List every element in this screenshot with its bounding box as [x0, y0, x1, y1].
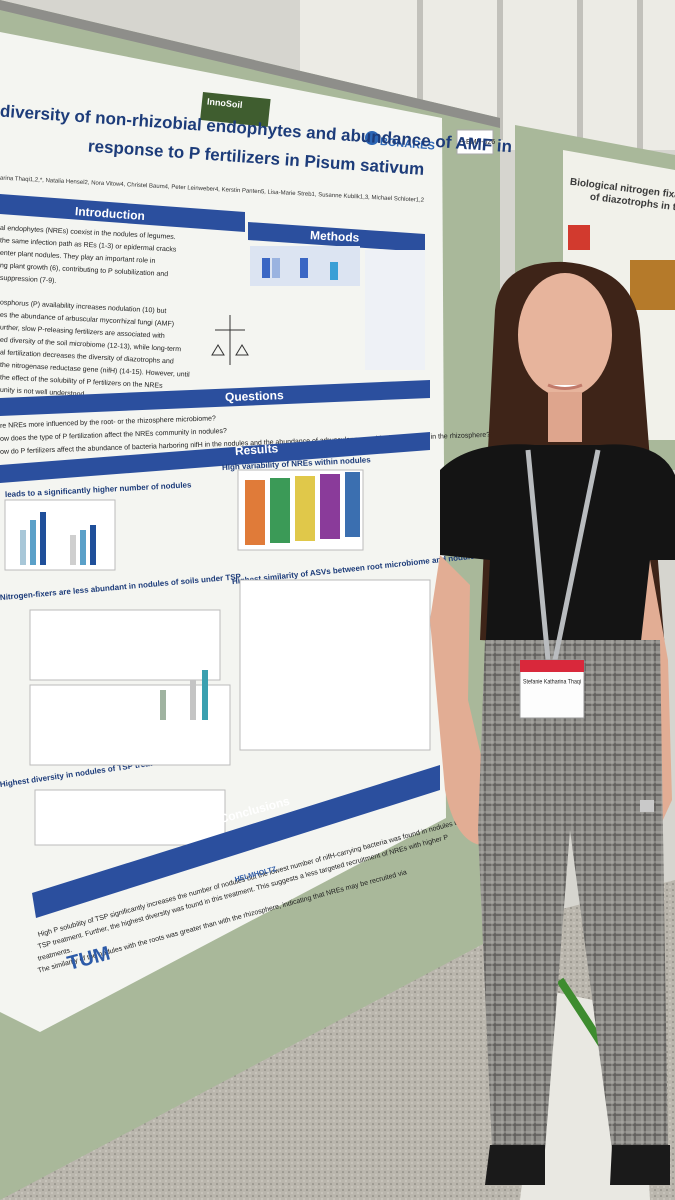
logo: InnoSoil	[207, 96, 243, 110]
bonares-icon	[365, 131, 379, 145]
board-rail	[0, 0, 500, 128]
trousers	[478, 640, 668, 1150]
section-title: Results	[234, 441, 279, 458]
badge-name: Stefanie Katharina Thaqi	[523, 680, 581, 686]
top	[440, 444, 675, 655]
neck	[548, 392, 582, 442]
section-bar	[0, 432, 430, 483]
section-bar	[32, 765, 440, 918]
neighbor-image	[630, 260, 675, 310]
methods-list	[365, 250, 425, 370]
balance-icon	[211, 315, 249, 365]
left-arm	[430, 555, 495, 845]
section-bar	[248, 222, 425, 252]
methods-heatmap	[262, 258, 338, 280]
lanyard	[525, 449, 601, 661]
poster-code: P-EMP-026	[459, 139, 495, 146]
watch	[640, 800, 654, 812]
bonares: BONARES	[379, 136, 435, 153]
result-figures	[4, 469, 431, 846]
shoes	[485, 1145, 670, 1185]
smile	[547, 383, 583, 390]
intro-line: suppression (7-9).	[0, 275, 57, 285]
section-bar	[0, 194, 245, 232]
section-title: Introduction	[75, 204, 146, 223]
neighbor-logo	[568, 225, 590, 250]
section-title: Methods	[310, 228, 360, 245]
face	[518, 273, 612, 397]
code-tag	[456, 129, 494, 155]
intro-line: unity is not well understood.	[0, 387, 86, 399]
logo-box	[200, 92, 271, 127]
badge-header	[520, 660, 584, 672]
section-title: Questions	[225, 388, 284, 404]
section-bar	[0, 380, 430, 416]
